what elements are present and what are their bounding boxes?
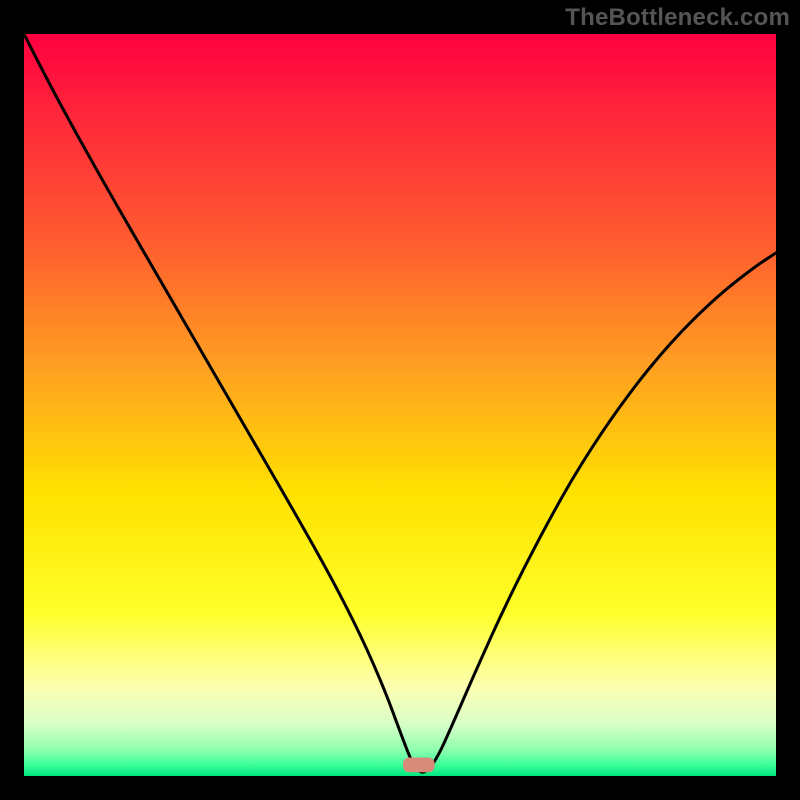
minimum-marker	[403, 757, 435, 772]
plot-area	[24, 34, 776, 776]
gradient-background	[24, 34, 776, 776]
chart-frame: TheBottleneck.com	[0, 0, 800, 800]
bottleneck-curve-chart	[24, 34, 776, 776]
watermark-label: TheBottleneck.com	[565, 4, 790, 32]
